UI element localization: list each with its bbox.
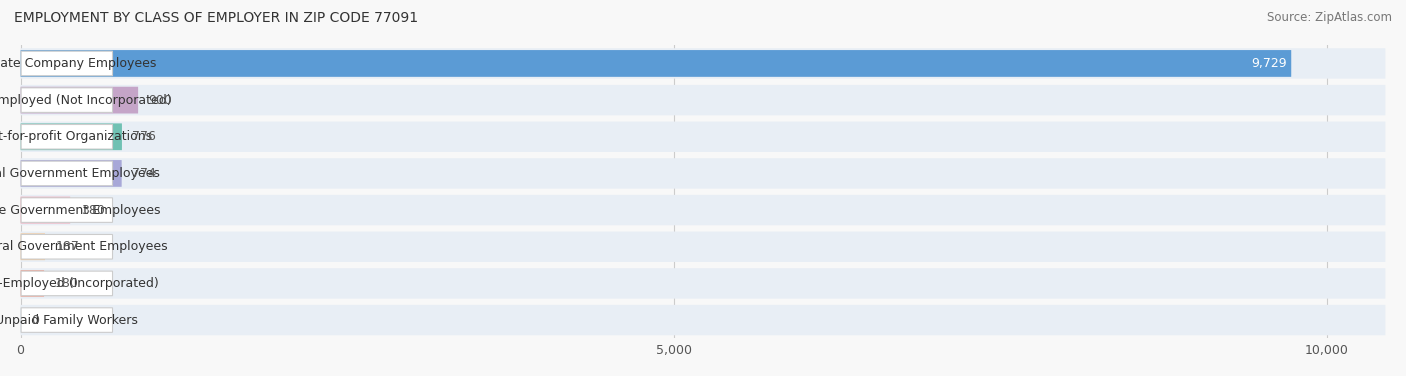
- FancyBboxPatch shape: [21, 197, 70, 223]
- FancyBboxPatch shape: [21, 271, 112, 296]
- FancyBboxPatch shape: [21, 158, 1385, 189]
- Text: Source: ZipAtlas.com: Source: ZipAtlas.com: [1267, 11, 1392, 24]
- FancyBboxPatch shape: [21, 121, 1385, 152]
- Text: Self-Employed (Incorporated): Self-Employed (Incorporated): [0, 277, 159, 290]
- Text: 0: 0: [31, 314, 39, 327]
- FancyBboxPatch shape: [21, 51, 112, 76]
- FancyBboxPatch shape: [21, 88, 112, 112]
- FancyBboxPatch shape: [21, 123, 122, 150]
- Text: 774: 774: [132, 167, 156, 180]
- Text: 776: 776: [132, 130, 156, 143]
- FancyBboxPatch shape: [21, 160, 122, 187]
- FancyBboxPatch shape: [21, 124, 112, 149]
- FancyBboxPatch shape: [21, 233, 45, 260]
- Text: Unpaid Family Workers: Unpaid Family Workers: [0, 314, 138, 327]
- Text: Private Company Employees: Private Company Employees: [0, 57, 156, 70]
- FancyBboxPatch shape: [21, 195, 1385, 225]
- FancyBboxPatch shape: [21, 268, 1385, 299]
- Text: State Government Employees: State Government Employees: [0, 203, 160, 217]
- FancyBboxPatch shape: [21, 87, 138, 114]
- Text: EMPLOYMENT BY CLASS OF EMPLOYER IN ZIP CODE 77091: EMPLOYMENT BY CLASS OF EMPLOYER IN ZIP C…: [14, 11, 418, 25]
- FancyBboxPatch shape: [21, 48, 1385, 79]
- FancyBboxPatch shape: [21, 198, 112, 222]
- Text: Not-for-profit Organizations: Not-for-profit Organizations: [0, 130, 152, 143]
- Text: Self-Employed (Not Incorporated): Self-Employed (Not Incorporated): [0, 94, 172, 107]
- Text: 900: 900: [149, 94, 173, 107]
- Text: 9,729: 9,729: [1251, 57, 1288, 70]
- Text: Federal Government Employees: Federal Government Employees: [0, 240, 167, 253]
- FancyBboxPatch shape: [21, 270, 44, 297]
- Text: 180: 180: [55, 277, 79, 290]
- FancyBboxPatch shape: [21, 161, 112, 186]
- FancyBboxPatch shape: [21, 85, 1385, 115]
- Text: Local Government Employees: Local Government Employees: [0, 167, 160, 180]
- FancyBboxPatch shape: [21, 50, 1291, 77]
- Text: 380: 380: [80, 203, 104, 217]
- FancyBboxPatch shape: [21, 235, 112, 259]
- FancyBboxPatch shape: [21, 305, 1385, 335]
- Text: 187: 187: [55, 240, 79, 253]
- FancyBboxPatch shape: [21, 308, 112, 332]
- FancyBboxPatch shape: [21, 232, 1385, 262]
